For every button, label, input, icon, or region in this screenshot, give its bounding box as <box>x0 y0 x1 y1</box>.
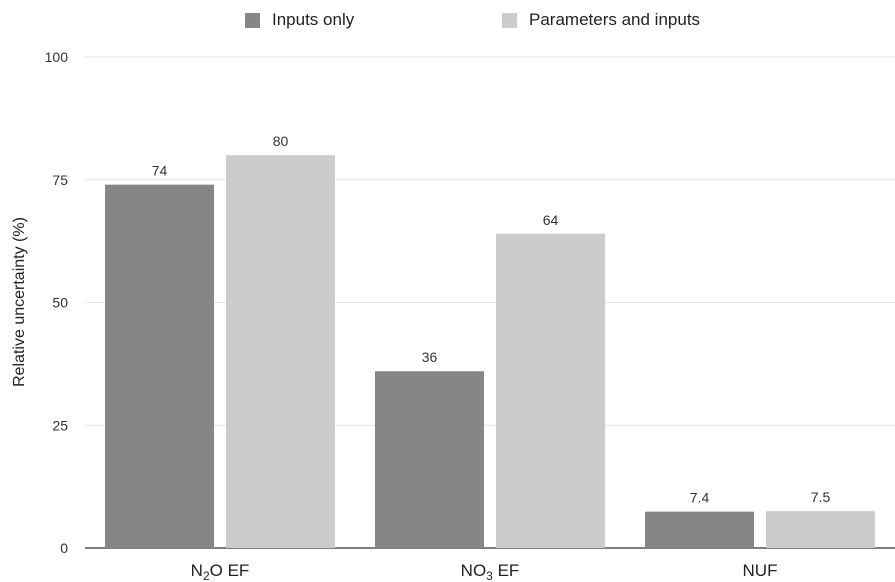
legend: Inputs only Parameters and inputs <box>0 10 895 34</box>
y-tick-label-50: 50 <box>52 295 68 311</box>
data-label-series1-cat0: 80 <box>273 133 289 149</box>
y-tick-label-25: 25 <box>52 417 68 433</box>
y-tick-label-0: 0 <box>60 540 68 556</box>
data-label-series0-cat2: 7.4 <box>690 490 710 506</box>
bar-series1-cat0 <box>226 155 335 548</box>
legend-swatch-inputs-only <box>245 12 260 28</box>
legend-label-parameters-and-inputs: Parameters and inputs <box>529 10 701 29</box>
bar-series0-cat1 <box>375 371 484 548</box>
x-tick-label-0: N2O EF <box>191 561 250 582</box>
bar-series1-cat1 <box>496 233 605 548</box>
data-label-series1-cat2: 7.5 <box>811 489 831 505</box>
y-tick-label-75: 75 <box>52 172 68 188</box>
legend-item-parameters-and-inputs: Parameters and inputs <box>502 10 700 30</box>
legend-item-inputs-only: Inputs only <box>245 10 354 30</box>
bar-series0-cat2 <box>645 511 754 548</box>
legend-label-inputs-only: Inputs only <box>272 10 355 29</box>
data-label-series0-cat1: 36 <box>422 349 438 365</box>
bar-series0-cat0 <box>105 184 214 548</box>
y-tick-label-100: 100 <box>45 49 69 65</box>
data-label-series0-cat0: 74 <box>152 163 168 179</box>
x-tick-label-2: NUF <box>743 561 778 580</box>
data-label-series1-cat1: 64 <box>543 212 559 228</box>
x-tick-label-1: NO3 EF <box>461 561 520 582</box>
bar-series1-cat2 <box>766 511 875 548</box>
legend-swatch-parameters-and-inputs <box>502 12 517 28</box>
